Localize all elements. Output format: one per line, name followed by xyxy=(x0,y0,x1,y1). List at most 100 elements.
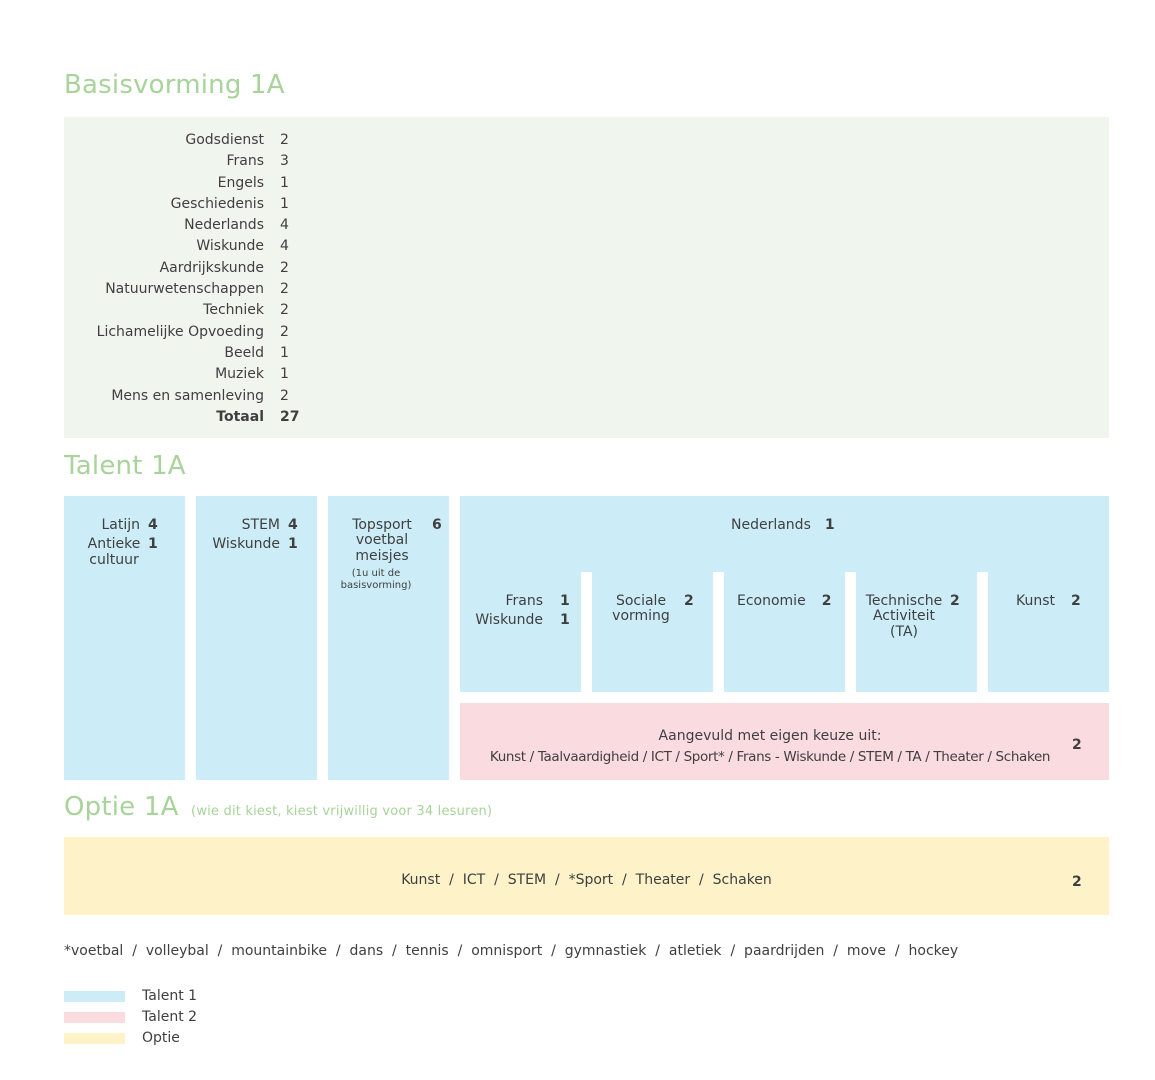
legend-swatch-optie xyxy=(64,1032,125,1044)
basis-row: Natuurwetenschappen 2 xyxy=(64,279,320,300)
basis-hours: 2 xyxy=(280,302,289,319)
nederlands-value: 1 xyxy=(824,517,835,533)
legend-label-talent-2: Talent 2 xyxy=(142,1009,198,1025)
legend-talent-2: Talent 2 xyxy=(64,1009,197,1025)
stem-wiskunde-value: 1 xyxy=(288,536,298,553)
kunst-row: Kunst 2 xyxy=(1016,593,1081,609)
basis-row: Godsdienst 2 xyxy=(64,130,320,151)
talent-latijn-column: Latijn 4 Antieke cultuur 1 xyxy=(64,496,185,780)
basis-hours: 2 xyxy=(280,387,289,404)
basis-row: Wiskunde 4 xyxy=(64,236,320,257)
basis-hours: 1 xyxy=(280,344,289,361)
talent-nederlands-block: Nederlands 1 xyxy=(460,496,1109,572)
stem-wiskunde-label: Wiskunde xyxy=(212,536,280,553)
sociale-vorming-row: Sociale vorming 2 xyxy=(606,593,694,625)
basis-hours: 2 xyxy=(280,259,289,276)
basis-subject: Natuurwetenschappen xyxy=(105,281,264,298)
topsport-label: Topsport voetbal meisjes xyxy=(352,517,412,564)
talent-economie-column: Economie 2 xyxy=(724,572,845,692)
nederlands-row: Nederlands 1 xyxy=(731,517,835,533)
basis-subject: Nederlands xyxy=(184,217,264,234)
frans-label: Frans xyxy=(505,593,543,609)
basis-subject: Techniek xyxy=(203,302,264,319)
basis-hours: 4 xyxy=(280,217,289,234)
antieke-cultuur-value: 1 xyxy=(148,536,158,553)
legend-talent-1: Talent 1 xyxy=(64,988,197,1004)
talent-sociale-vorming-column: Sociale vorming 2 xyxy=(592,572,713,692)
latijn-row: Latijn 4 xyxy=(84,517,158,533)
basis-subject: Aardrijkskunde xyxy=(159,259,264,276)
basis-subject: Lichamelijke Opvoeding xyxy=(96,323,264,340)
talent-frans-column: Frans 1 Wiskunde 1 xyxy=(460,572,581,692)
basis-row: Mens en samenleving 2 xyxy=(64,386,320,407)
topsport-row: Topsport voetbal meisjes 6 xyxy=(340,517,442,564)
technische-activiteit-row: Technische Activiteit (TA) 2 xyxy=(864,593,960,640)
sport-footnote: *voetbal / volleybal / mountainbike / da… xyxy=(64,943,959,959)
basis-row: Frans 3 xyxy=(64,151,320,172)
talent-kunst-column: Kunst 2 xyxy=(988,572,1109,692)
basis-total-value: 27 xyxy=(280,408,300,425)
talent-eigen-keuze-block: Aangevuld met eigen keuze uit: Kunst / T… xyxy=(460,703,1109,780)
basis-hours: 1 xyxy=(280,174,289,191)
basis-subject: Muziek xyxy=(215,366,264,383)
basis-hours: 4 xyxy=(280,238,289,255)
sociale-vorming-label: Sociale vorming xyxy=(612,593,670,625)
basis-total-row: Totaal 27 xyxy=(64,407,320,428)
eigen-keuze-intro: Aangevuld met eigen keuze uit: xyxy=(658,728,882,744)
topsport-value: 6 xyxy=(432,517,442,533)
optie-value: 2 xyxy=(1072,874,1082,890)
optie-title-row: Optie 1A (wie dit kiest, kiest vrijwilli… xyxy=(64,792,492,822)
economie-label: Economie xyxy=(737,593,806,609)
latijn-label: Latijn xyxy=(101,517,140,533)
talent-technische-activiteit-column: Technische Activiteit (TA) 2 xyxy=(856,572,977,692)
frans-row: Frans 1 xyxy=(472,593,570,609)
basis-subject: Wiskunde xyxy=(196,238,264,255)
economie-value: 2 xyxy=(821,593,832,609)
legend-label-talent-1: Talent 1 xyxy=(142,988,198,1004)
sociale-vorming-value: 2 xyxy=(684,593,694,609)
stem-row: STEM 4 xyxy=(208,517,298,533)
basis-hours: 2 xyxy=(280,132,289,148)
antieke-cultuur-label: Antieke cultuur xyxy=(87,536,141,568)
basis-subject: Frans xyxy=(226,153,264,170)
basis-row: Techniek 2 xyxy=(64,300,320,321)
basisvorming-table: Godsdienst 2 Frans 3 Engels 1 Geschiedenis 1 Ned… xyxy=(64,117,1109,438)
technische-activiteit-value: 2 xyxy=(950,593,960,609)
stem-wiskunde-row: Wiskunde 1 xyxy=(208,536,298,553)
frans-value: 1 xyxy=(560,593,570,609)
talent-topsport-column: Topsport voetbal meisjes 6 (1u uit de ba… xyxy=(328,496,449,780)
basis-row: Lichamelijke Opvoeding 2 xyxy=(64,322,320,343)
basis-subject: Godsdienst xyxy=(185,132,264,148)
basis-subject: Beeld xyxy=(224,344,264,361)
basis-subject: Mens en samenleving xyxy=(111,387,264,404)
optie-block: Kunst / ICT / STEM / *Sport / Theater / … xyxy=(64,837,1109,915)
basis-row: Nederlands 4 xyxy=(64,215,320,236)
stem-label: STEM xyxy=(241,517,280,533)
optie-choices: Kunst / ICT / STEM / *Sport / Theater / … xyxy=(401,872,772,888)
antieke-cultuur-row: Antieke cultuur 1 xyxy=(84,536,158,568)
legend-swatch-talent-1 xyxy=(64,990,125,1002)
kunst-label: Kunst xyxy=(1016,593,1056,609)
basis-row: Engels 1 xyxy=(64,173,320,194)
basis-hours: 1 xyxy=(280,195,289,212)
topsport-note: (1u uit de basisvorming) xyxy=(340,568,412,591)
economie-row: Economie 2 xyxy=(737,593,832,609)
legend-label-optie: Optie xyxy=(142,1030,180,1046)
frans-wiskunde-value: 1 xyxy=(560,612,570,629)
basis-row: Muziek 1 xyxy=(64,364,320,385)
talent-title: Talent 1A xyxy=(64,451,186,481)
legend-optie: Optie xyxy=(64,1030,180,1046)
latijn-value: 4 xyxy=(148,517,158,533)
frans-wiskunde-label: Wiskunde xyxy=(475,612,543,629)
basis-subject: Engels xyxy=(217,174,264,191)
legend-swatch-talent-2 xyxy=(64,1011,125,1023)
basis-title: Basisvorming 1A xyxy=(64,70,285,100)
basis-hours: 1 xyxy=(280,366,289,383)
frans-wiskunde-row: Wiskunde 1 xyxy=(472,612,570,629)
talent-stem-column: STEM 4 Wiskunde 1 xyxy=(196,496,317,780)
technische-activiteit-label: Technische Activiteit (TA) xyxy=(865,593,943,640)
basis-row: Beeld 1 xyxy=(64,343,320,364)
basis-row: Aardrijkskunde 2 xyxy=(64,258,320,279)
optie-title: Optie 1A xyxy=(64,792,179,822)
eigen-keuze-value: 2 xyxy=(1072,737,1082,753)
